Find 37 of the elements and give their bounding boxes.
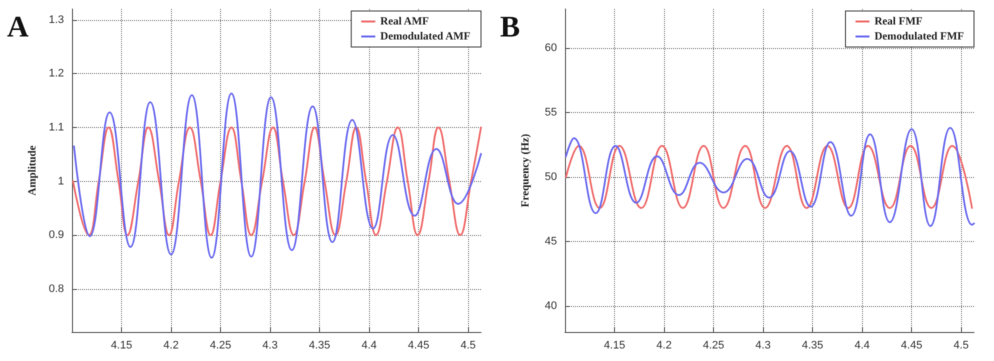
x-tick-label: 4.5 xyxy=(953,340,969,352)
x-tick-label: 4.25 xyxy=(210,340,232,352)
y-tick-label: 1.3 xyxy=(48,14,64,26)
chart-title: B xyxy=(500,10,520,44)
x-tick-label: 4.25 xyxy=(702,340,724,352)
x-tick-label: 4.45 xyxy=(900,340,922,352)
legend-label: Real FMF xyxy=(874,16,923,28)
x-tick-label: 4.15 xyxy=(604,340,626,352)
x-tick-label: 4.4 xyxy=(854,340,870,352)
x-tick-label: 4.35 xyxy=(802,340,824,352)
y-tick-label: 0.9 xyxy=(48,229,64,242)
x-tick-label: 4.2 xyxy=(163,340,179,352)
y-tick-label: 40 xyxy=(544,300,557,312)
x-tick-label: 4.35 xyxy=(308,340,330,352)
legend-label: Demodulated AMF xyxy=(380,30,471,42)
y-axis-title: Amplitude xyxy=(26,145,38,196)
x-tick-label: 4.3 xyxy=(755,340,771,352)
legend-label: Demodulated FMF xyxy=(874,30,964,42)
y-tick-label: 60 xyxy=(544,42,557,54)
y-tick-label: 45 xyxy=(544,236,557,248)
x-tick-label: 4.5 xyxy=(460,340,476,352)
line-series xyxy=(565,126,975,227)
x-tick-label: 4.3 xyxy=(262,340,278,352)
y-tick-label: 55 xyxy=(544,106,557,118)
x-tick-label: 4.15 xyxy=(110,340,132,352)
line-series xyxy=(73,92,482,259)
x-tick-label: 4.4 xyxy=(361,340,377,352)
x-tick-label: 4.45 xyxy=(408,340,430,352)
x-tick-label: 4.2 xyxy=(656,340,672,352)
legend-label: Real AMF xyxy=(380,16,430,28)
y-tick-label: 1.1 xyxy=(48,121,64,134)
y-tick-label: 1.2 xyxy=(48,68,64,80)
y-axis-title: Frequency (Hz) xyxy=(520,133,532,208)
y-tick-label: 0.8 xyxy=(48,282,64,295)
y-tick-label: 1 xyxy=(58,175,64,188)
chart-title: A xyxy=(7,10,29,44)
y-tick-label: 50 xyxy=(544,170,557,183)
